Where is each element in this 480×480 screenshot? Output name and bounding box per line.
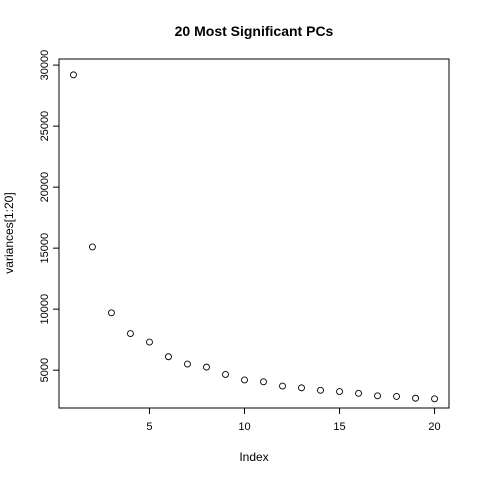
y-axis: 5000 10000 15000 20000 25000 30000 [39, 50, 59, 383]
y-tick-label: 15000 [39, 233, 51, 264]
x-tick-label: 15 [333, 421, 345, 433]
data-point [394, 393, 400, 399]
data-point [89, 244, 95, 250]
data-point [127, 331, 133, 337]
plot-frame [59, 59, 449, 408]
y-tick-label: 5000 [39, 358, 51, 382]
data-point [165, 354, 171, 360]
y-tick-label: 10000 [39, 294, 51, 325]
data-point [356, 390, 362, 396]
y-tick-label: 20000 [39, 172, 51, 203]
data-point [184, 361, 190, 367]
x-tick-label: 10 [238, 421, 250, 433]
x-tick-label: 20 [428, 421, 440, 433]
data-point [203, 364, 209, 370]
chart-title: 20 Most Significant PCs [175, 23, 334, 39]
data-point [432, 396, 438, 402]
data-point [261, 379, 267, 385]
data-point [413, 395, 419, 401]
y-tick-label: 30000 [39, 50, 51, 81]
data-point [241, 377, 247, 383]
data-point [337, 389, 343, 395]
data-point [222, 371, 228, 377]
x-axis-label: Index [239, 450, 268, 464]
data-points [70, 72, 437, 402]
y-axis-label: variances[1:20] [2, 192, 16, 273]
data-point [70, 72, 76, 78]
data-point [280, 383, 286, 389]
data-point [299, 385, 305, 391]
data-point [108, 310, 114, 316]
data-point [375, 393, 381, 399]
x-axis: 5 10 15 20 [146, 408, 440, 433]
x-tick-label: 5 [146, 421, 152, 433]
data-point [146, 339, 152, 345]
y-tick-label: 25000 [39, 111, 51, 142]
data-point [318, 387, 324, 393]
